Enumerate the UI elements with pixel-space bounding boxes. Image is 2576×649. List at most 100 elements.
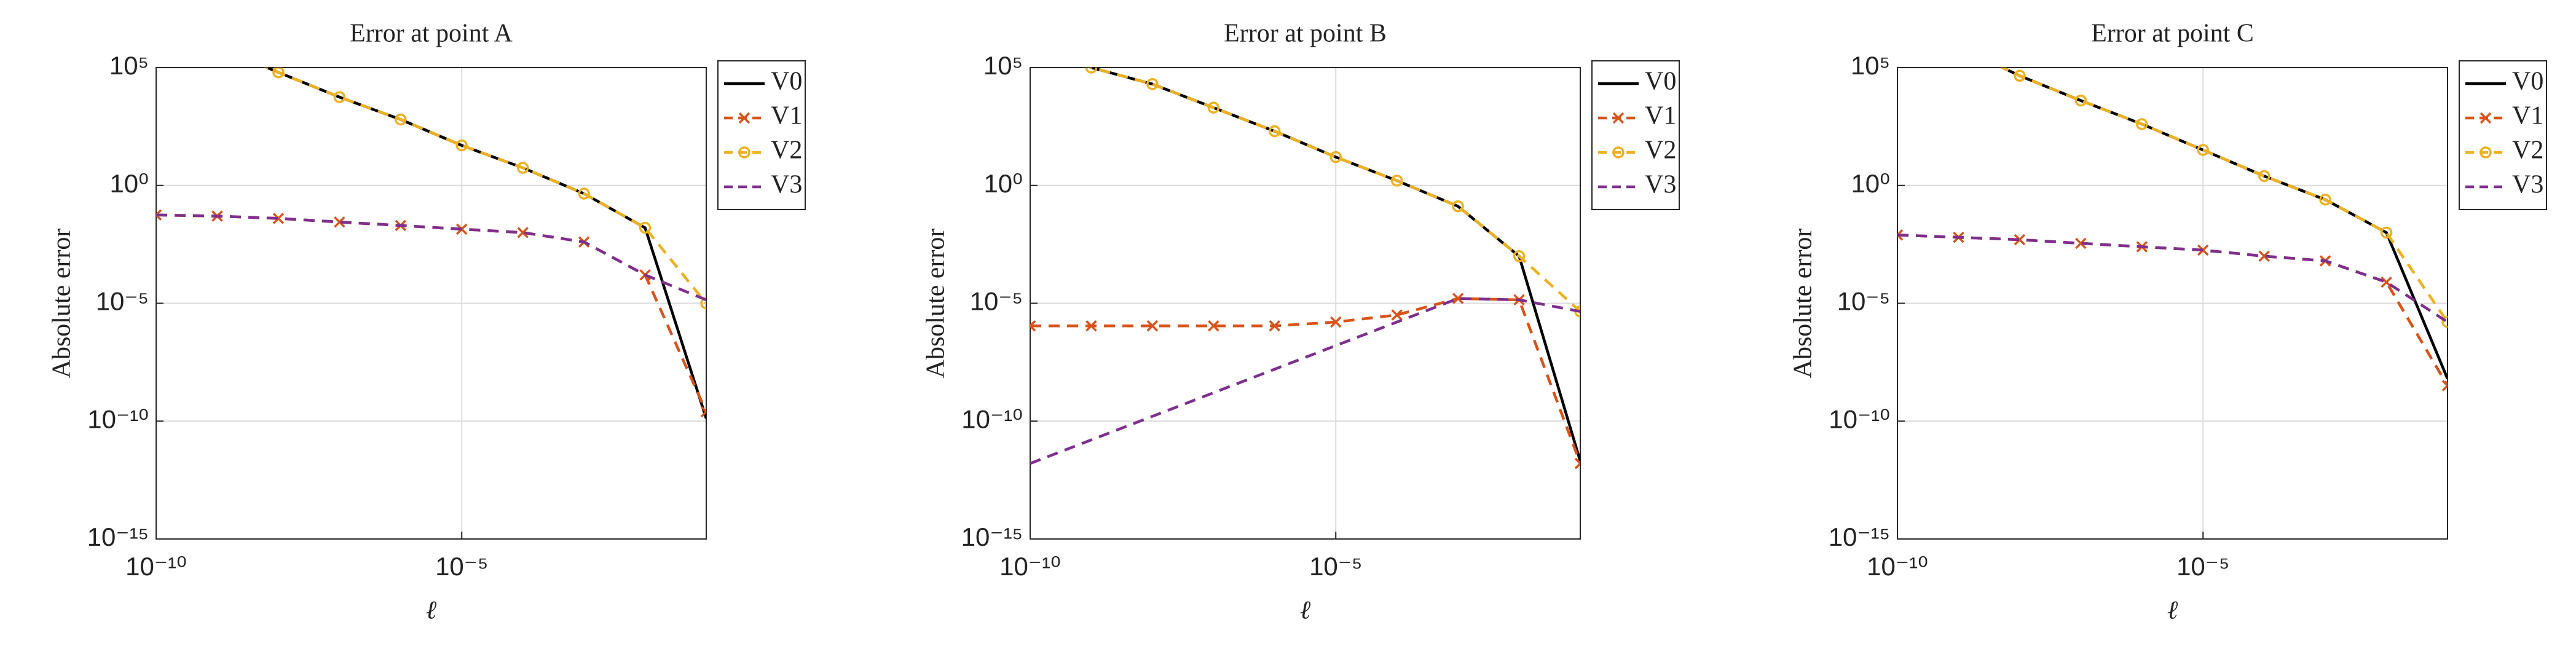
legend-label: V3 [1645, 171, 1676, 199]
marker [2075, 237, 2087, 250]
marker [2136, 118, 2148, 130]
y-tick-label: 10⁻¹⁰ [1829, 404, 1890, 433]
y-tick-label: 10⁵ [983, 51, 1023, 80]
series-line [263, 68, 706, 304]
legend-box [1591, 60, 1680, 210]
marker [1390, 175, 1403, 187]
marker [156, 209, 162, 221]
series-line [263, 68, 706, 419]
x-tick-label: 10⁻¹⁰ [999, 552, 1061, 581]
marker [2441, 380, 2448, 391]
y-tick-label: 10⁻⁵ [1837, 287, 1890, 316]
series-line [1030, 297, 1580, 464]
plot-area [1030, 68, 1580, 470]
chart-title: Error at point C [2091, 20, 2254, 48]
x-axis-label: ℓ [426, 597, 437, 625]
y-tick-label: 10⁵ [109, 51, 149, 80]
y-axis-label: Absolute error [1789, 229, 1818, 379]
marker [1085, 68, 1098, 74]
legend-label: V0 [1645, 68, 1676, 96]
marker [738, 112, 750, 124]
marker [334, 216, 345, 228]
marker [272, 68, 285, 79]
marker [738, 146, 750, 159]
marker [1030, 320, 1036, 332]
marker [2441, 316, 2448, 328]
marker [700, 297, 706, 310]
marker [1452, 293, 1464, 304]
marker [1612, 146, 1625, 159]
legend-label: V2 [2512, 136, 2543, 165]
marker [272, 213, 285, 224]
marker [333, 91, 346, 103]
legend-label: V2 [771, 136, 802, 165]
marker [2258, 170, 2271, 183]
series-line [1897, 234, 2448, 387]
marker [1329, 151, 1342, 163]
marker [578, 187, 590, 200]
marker [1953, 42, 1963, 52]
legend-label: V1 [1645, 102, 1676, 130]
y-tick-label: 10⁰ [983, 169, 1023, 198]
series-line [1999, 68, 2448, 323]
marker [700, 406, 706, 418]
marker [1612, 112, 1625, 124]
marker [395, 113, 407, 126]
marker [2014, 69, 2026, 82]
series-line [156, 213, 706, 412]
marker [2479, 146, 2492, 159]
y-tick-label: 10⁻¹⁵ [1829, 522, 1890, 551]
marker [639, 221, 652, 234]
axes-box [1030, 67, 1581, 540]
y-tick-label: 10⁻⁵ [96, 287, 149, 316]
x-tick-label: 10⁻⁵ [2176, 552, 2229, 581]
marker [2479, 112, 2492, 124]
marker [1269, 125, 1281, 138]
marker [1452, 200, 1464, 213]
y-tick-label: 10⁰ [109, 169, 149, 198]
legend-label: V1 [2512, 102, 2543, 130]
series-line [1999, 68, 2448, 380]
legend-label: V0 [771, 68, 802, 96]
series-line [1897, 234, 2448, 323]
x-tick-label: 10⁻¹⁰ [125, 552, 187, 581]
legend-label: V2 [1645, 136, 1676, 165]
legend-box [2459, 60, 2547, 210]
marker [1893, 15, 1902, 25]
marker [1329, 316, 1342, 328]
axes-box [1897, 67, 2448, 540]
marker [1085, 320, 1097, 332]
series-line [156, 213, 706, 301]
series-line [1087, 68, 1580, 313]
marker [1207, 101, 1220, 114]
y-axis-label: Absolute error [922, 229, 950, 379]
legend-label: V0 [2512, 68, 2543, 96]
marker [151, 15, 161, 25]
marker [1513, 250, 1526, 262]
x-tick-label: 10⁻⁵ [435, 552, 488, 581]
marker [1391, 309, 1403, 321]
y-tick-label: 10⁻¹⁰ [961, 404, 1023, 433]
marker [2197, 144, 2209, 156]
series-line [1030, 297, 1580, 465]
legend-label: V1 [771, 102, 802, 130]
series-line [1087, 68, 1580, 462]
plot-area [151, 15, 706, 419]
y-tick-label: 10⁻¹⁵ [961, 522, 1023, 551]
marker [1574, 457, 1580, 470]
marker [517, 227, 529, 238]
x-tick-label: 10⁻⁵ [1309, 552, 1362, 581]
y-tick-label: 10⁵ [1851, 51, 1890, 80]
legend-box [717, 60, 806, 210]
marker [2258, 250, 2270, 262]
marker [2014, 234, 2026, 246]
y-tick-label: 10⁰ [1851, 169, 1890, 198]
marker [1897, 229, 1904, 241]
x-axis-label: ℓ [2167, 597, 2178, 625]
marker [1146, 78, 1159, 90]
x-axis-label: ℓ [1300, 597, 1311, 625]
y-tick-label: 10⁻¹⁵ [87, 522, 149, 551]
marker [1146, 320, 1159, 332]
